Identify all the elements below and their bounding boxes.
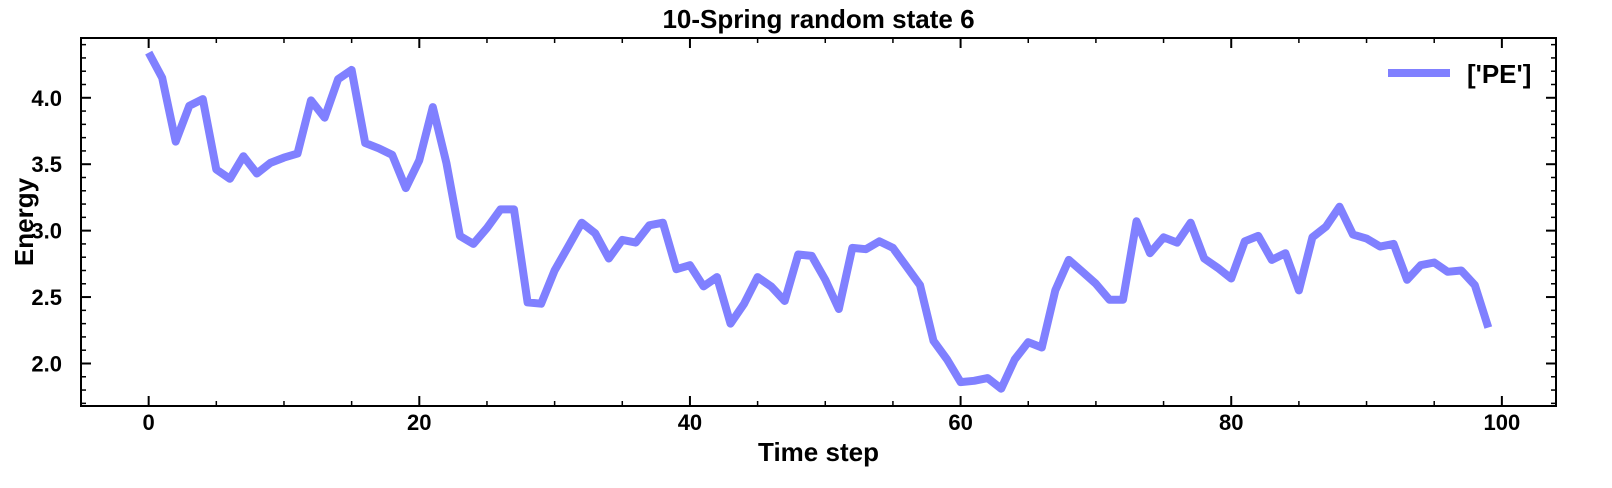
y-tick-label: 2.5 (31, 285, 62, 310)
chart-title: 10-Spring random state 6 (662, 4, 974, 34)
x-tick-label: 20 (407, 410, 431, 435)
y-tick-label: 2.0 (31, 351, 62, 376)
x-tick-label: 60 (948, 410, 972, 435)
x-tick-label: 80 (1219, 410, 1243, 435)
y-tick-label: 3.5 (31, 152, 62, 177)
legend-label-pe: ['PE'] (1467, 59, 1531, 89)
y-tick-label: 3.0 (31, 219, 62, 244)
x-tick-label: 100 (1484, 410, 1521, 435)
y-axis-label: Energy (9, 177, 39, 266)
y-tick-label: 4.0 (31, 86, 62, 111)
x-tick-label: 0 (143, 410, 155, 435)
plot-area: 0 20 40 60 80 100 2.0 2.5 3.0 3.5 4.0 (31, 37, 1557, 435)
x-axis-label: Time step (758, 437, 879, 467)
legend: ['PE'] (1388, 59, 1531, 89)
x-tick-label: 40 (678, 410, 702, 435)
series-line-0 (145, 50, 1493, 393)
plot-frame (80, 37, 1557, 407)
